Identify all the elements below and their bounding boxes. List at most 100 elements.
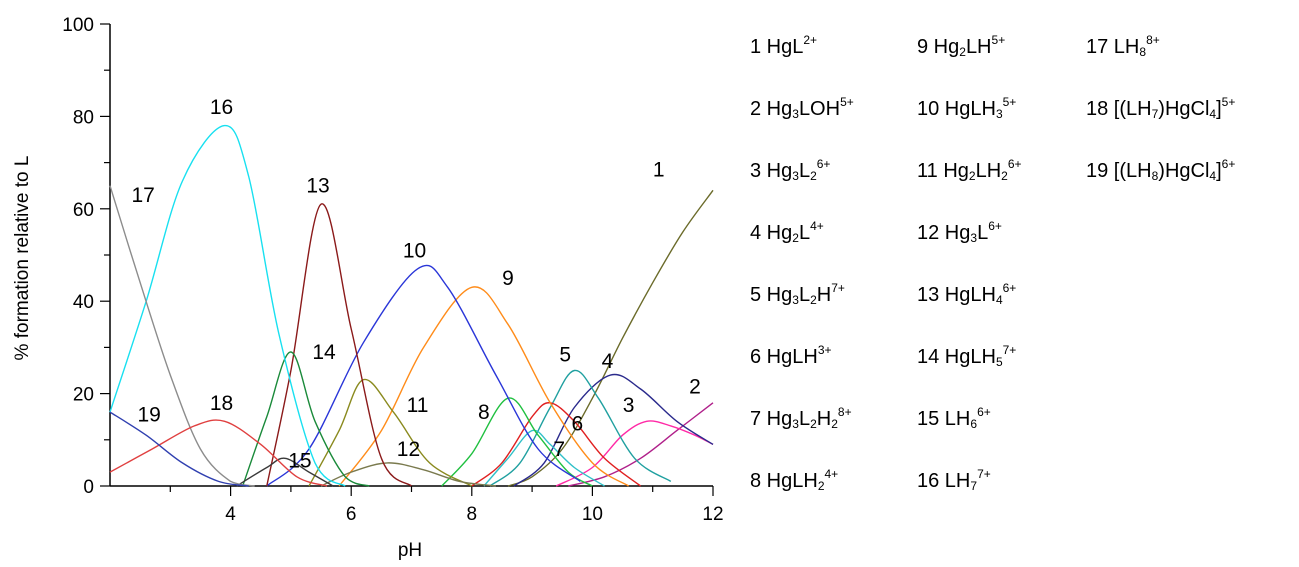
y-tick-label: 60	[73, 200, 94, 221]
legend-text: 6 HgLH	[750, 346, 818, 368]
species-curve-14	[242, 351, 370, 487]
legend-entry: 16 LH77+	[917, 462, 991, 498]
legend-entry: 5 Hg3L2H7+	[750, 276, 845, 312]
curve-label: 10	[403, 239, 426, 262]
curve-label: 19	[138, 403, 161, 426]
legend-text: 3 Hg	[750, 160, 793, 182]
legend-entry: 17 LH88+	[1086, 28, 1160, 64]
legend-text: )HgCl	[1158, 160, 1210, 182]
legend-text: L	[798, 284, 811, 306]
curve-label: 8	[478, 401, 490, 424]
curve-label: 2	[689, 376, 701, 399]
legend-text: 9 Hg	[917, 36, 960, 58]
curve-label: 5	[559, 343, 571, 366]
y-axis-title: % formation relative to L	[12, 156, 33, 361]
legend-entry: 4 Hg2L4+	[750, 214, 824, 250]
y-tick-label: 0	[83, 477, 94, 498]
legend-text: 11 Hg	[917, 160, 969, 182]
legend-text: 5+	[991, 33, 1006, 47]
legend-entry: 6 HgLH3+	[750, 338, 832, 369]
x-tick-label: 10	[582, 504, 603, 525]
curve-label: 16	[210, 96, 233, 119]
legend-text: 15 LH	[917, 408, 971, 430]
legend-text: 2	[792, 231, 799, 245]
curve-label: 6	[571, 413, 583, 436]
legend-text: 5 Hg	[750, 284, 793, 306]
legend-entry: 19 [(LH8)HgCl4]6+	[1086, 152, 1235, 188]
species-curve-19	[109, 411, 249, 487]
legend-text: 5+	[840, 95, 854, 109]
species-curve-1	[507, 189, 714, 487]
legend-entry: 11 Hg2LH26+	[917, 152, 1022, 188]
legend-text: 3	[792, 169, 799, 183]
legend-text: ]	[1216, 98, 1222, 120]
legend-text: 10 HgLH	[917, 98, 996, 120]
y-tick-label: 100	[62, 15, 94, 36]
legend-text: 4 Hg	[750, 222, 793, 244]
legend-text: L	[798, 408, 811, 430]
legend-entry: 1 HgL2+	[750, 28, 817, 59]
legend-entry: 14 HgLH57+	[917, 338, 1016, 374]
legend-text: 6+	[1007, 157, 1022, 171]
species-curve-18	[109, 419, 328, 487]
legend-text: 3	[792, 293, 799, 307]
curve-label: 3	[623, 394, 635, 417]
curve-label: 17	[131, 184, 154, 207]
x-tick-label: 8	[467, 504, 478, 525]
legend-text: 6+	[1221, 157, 1236, 171]
legend-text: 2	[810, 417, 817, 431]
curve-label: 11	[407, 394, 429, 417]
legend-text: 8+	[1146, 33, 1160, 47]
x-tick-label: 12	[702, 504, 723, 525]
legend-text: 2	[968, 169, 976, 183]
legend-text: 7+	[977, 467, 991, 481]
legend-text: 5	[995, 355, 1003, 369]
legend-text: 3	[792, 417, 799, 431]
curve-label: 9	[502, 267, 514, 290]
x-tick-label: 6	[346, 504, 357, 525]
legend-text: L	[798, 222, 811, 244]
legend-text: 4+	[810, 219, 824, 233]
species-curve-5	[489, 369, 672, 487]
legend-entry: 9 Hg2LH5+	[917, 28, 1005, 64]
legend-text: 2 Hg	[750, 98, 793, 120]
curve-label: 18	[210, 392, 233, 415]
species-curves	[109, 124, 714, 487]
legend-entry: 10 HgLH35+	[917, 90, 1016, 126]
x-tick-label: 4	[225, 504, 236, 525]
legend-text: 4	[1209, 107, 1217, 121]
legend-text: 4	[995, 293, 1003, 307]
legend-text: H	[816, 408, 832, 430]
legend-text: 2+	[803, 33, 818, 47]
legend-text: 17 LH	[1086, 36, 1140, 58]
legend-text: L	[977, 222, 989, 244]
legend-text: 3	[970, 231, 978, 245]
legend-text: ]	[1216, 160, 1222, 182]
legend-text: 12 Hg	[917, 222, 971, 244]
legend-text: H	[816, 284, 832, 306]
species-curve-9	[338, 286, 629, 487]
legend-text: 7	[1151, 107, 1159, 121]
legend-text: 2	[810, 169, 817, 183]
legend-text: 8	[1139, 45, 1147, 59]
legend-entry: 13 HgLH46+	[917, 276, 1016, 312]
legend-text: )HgCl	[1158, 98, 1210, 120]
legend-text: 6+	[1002, 281, 1017, 295]
legend-text: 3	[792, 107, 799, 121]
species-legend: 1 HgL2+ 2 Hg3LOH5+ 3 Hg3L26+ 4 Hg2L4+ 5 Hg3L…	[750, 28, 1295, 508]
curve-label: 14	[312, 341, 336, 364]
legend-text: 8	[1151, 169, 1159, 183]
legend-text: 2	[817, 479, 825, 493]
species-curve-13	[266, 203, 412, 487]
species-curve-10	[266, 264, 581, 487]
legend-text: LH	[965, 36, 992, 58]
curve-label: 13	[306, 175, 329, 198]
species-curve-12	[320, 462, 496, 487]
species-curve-16	[109, 124, 346, 487]
legend-entry: 8 HgLH24+	[750, 462, 838, 498]
y-tick-label: 20	[73, 385, 94, 406]
species-curve-11	[308, 378, 473, 487]
